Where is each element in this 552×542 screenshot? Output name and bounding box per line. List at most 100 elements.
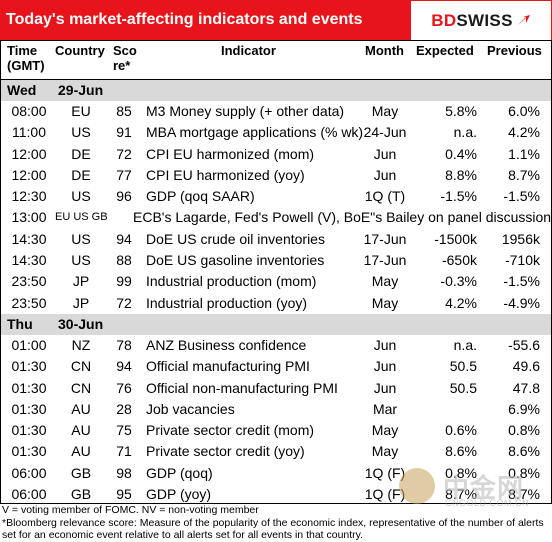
- cell-time: 06:00: [11, 464, 47, 481]
- footnotes: V = voting member of FOMC. NV = non-voti…: [2, 504, 550, 542]
- table-row: 08:00 EU 85 M3 Money supply (+ other data) M…: [1, 101, 551, 122]
- cell-month: 1Q (F): [364, 464, 406, 481]
- cell-month: May: [371, 294, 399, 311]
- cell-expected: 8.6%: [445, 443, 477, 460]
- cell-expected: -650k: [441, 252, 477, 269]
- cell-expected: n.a.: [453, 124, 477, 141]
- cell-country: US: [71, 188, 91, 205]
- cell-month: May: [371, 273, 399, 290]
- cell-country: AU: [71, 400, 91, 417]
- table-body: Wed 29-Jun 08:00 EU 85 M3 Money supply (+ oth…: [1, 80, 551, 505]
- cell-score: 88: [116, 252, 132, 269]
- col-score-line2: re*: [113, 58, 131, 73]
- cell-previous: 4.2%: [508, 124, 540, 141]
- cell-country: US: [71, 252, 91, 269]
- cell-country: CN: [70, 379, 92, 396]
- cell-indicator: GDP (qoq): [146, 464, 213, 481]
- cell-indicator: MBA mortgage applications (% wk): [146, 124, 364, 141]
- cell-previous: 0.8%: [508, 422, 540, 439]
- cell-expected: n.a.: [453, 336, 477, 353]
- table-row: 01:30 AU 71 Private sector credit (yoy) May 8…: [1, 441, 551, 462]
- events-table: Time (GMT) Country Sco re* Indicator Mon…: [0, 40, 552, 504]
- cell-time: 12:00: [11, 166, 47, 183]
- cell-indicator: Official manufacturing PMI: [146, 358, 310, 375]
- col-time-line1: Time: [7, 43, 38, 58]
- cngold-watermark: 中金网 CNGOLD.COM.CN: [399, 466, 549, 510]
- cell-country: GB: [70, 486, 92, 503]
- cell-previous: -1.5%: [503, 273, 540, 290]
- day-header: Thu 30-Jun: [1, 313, 551, 335]
- cell-month: Jun: [373, 358, 397, 375]
- cell-score: 98: [116, 464, 132, 481]
- cell-indicator: Official non-manufacturing PMI: [146, 379, 338, 396]
- cell-indicator: ANZ Business confidence: [146, 336, 307, 353]
- day-date: 29-Jun: [58, 82, 104, 98]
- cell-score: 71: [116, 443, 132, 460]
- cell-month: 1Q (T): [364, 188, 406, 205]
- cell-time: 08:00: [11, 103, 47, 119]
- table-row: 01:30 CN 94 Official manufacturing PMI Jun 50…: [1, 356, 551, 377]
- day-date: 30-Jun: [58, 315, 104, 332]
- table-row: 06:00 GB 98 GDP (qoq) 1Q (F) 0.8% 0.8%: [1, 463, 551, 484]
- cell-indicator: DoE US gasoline inventories: [146, 252, 325, 269]
- cell-country: EU: [71, 103, 91, 119]
- cell-score: 95: [116, 486, 132, 503]
- cell-previous: 6.9%: [508, 400, 540, 417]
- footnote-score: *Bloomberg relevance score: Measure of t…: [2, 516, 544, 542]
- logo-text: BDSWISS: [431, 11, 512, 31]
- cell-month: May: [371, 443, 399, 460]
- cell-time: 11:00: [12, 124, 46, 141]
- cell-expected: 8.7%: [445, 486, 477, 503]
- cell-indicator: GDP (qoq SAAR): [146, 188, 255, 205]
- cell-previous: 1956k: [501, 230, 540, 247]
- cell-expected: 0.8%: [445, 464, 477, 481]
- cell-indicator: Industrial production (yoy): [146, 294, 308, 311]
- cell-previous: 1.1%: [508, 145, 540, 162]
- cell-time: 14:30: [11, 230, 47, 247]
- cell-score: 76: [116, 379, 132, 396]
- table-row: 13:00 EU US GB ECB's Lagarde, Fed's Powell…: [1, 207, 551, 228]
- cell-country: GB: [70, 464, 92, 481]
- cell-country: CN: [70, 358, 92, 375]
- cell-country: US: [71, 230, 91, 247]
- cell-month: 17-Jun: [363, 252, 407, 269]
- col-indicator: Indicator: [221, 43, 276, 58]
- cell-previous: 47.8: [512, 379, 540, 396]
- cell-previous: -710k: [504, 252, 540, 269]
- cell-previous: -55.6: [508, 336, 540, 353]
- table-header: Time (GMT) Country Sco re* Indicator Mon…: [1, 41, 551, 80]
- cell-time: 01:30: [11, 358, 47, 375]
- cell-month: Jun: [373, 166, 397, 183]
- cell-indicator: GDP (yoy): [146, 486, 212, 503]
- cell-previous: 8.7%: [508, 486, 540, 503]
- cell-expected: 0.6%: [445, 422, 477, 439]
- table-row: 01:30 CN 76 Official non-manufacturing PMI J…: [1, 378, 551, 399]
- cell-previous: 49.6: [512, 358, 540, 375]
- day-weekday: Wed: [7, 82, 37, 98]
- cell-time: 23:50: [11, 273, 47, 290]
- logo-swiss: SWISS: [456, 10, 513, 30]
- cell-expected: -1.5%: [440, 188, 477, 205]
- cell-country: JP: [72, 294, 90, 311]
- table-row: 23:50 JP 99 Industrial production (mom) May -…: [1, 271, 551, 292]
- cell-previous: -4.9%: [503, 294, 540, 311]
- cell-expected: -0.3%: [440, 273, 477, 290]
- cell-time: 01:00: [11, 336, 47, 353]
- cell-previous: 8.6%: [508, 443, 540, 460]
- cell-expected: 4.2%: [445, 294, 477, 311]
- cell-score: 72: [116, 294, 132, 311]
- cell-time: 01:30: [11, 400, 47, 417]
- cell-score: 94: [116, 230, 132, 247]
- cell-score: 96: [116, 188, 132, 205]
- cell-expected: 5.8%: [445, 103, 477, 119]
- cell-time: 06:00: [11, 486, 47, 503]
- table-row: 12:30 US 96 GDP (qoq SAAR) 1Q (T) -1.5% -1.5%: [1, 186, 551, 207]
- cell-score: 75: [116, 422, 132, 439]
- cell-time: 12:30: [11, 188, 47, 205]
- footnote-voting: V = voting member of FOMC. NV = non-voti…: [2, 504, 259, 516]
- cell-month: Jun: [373, 336, 397, 353]
- cell-expected: 0.4%: [445, 145, 477, 162]
- logo-bd: BD: [431, 10, 457, 30]
- cell-indicator: Private sector credit (mom): [146, 422, 315, 439]
- page-title: Today's market-affecting indicators and …: [0, 0, 411, 40]
